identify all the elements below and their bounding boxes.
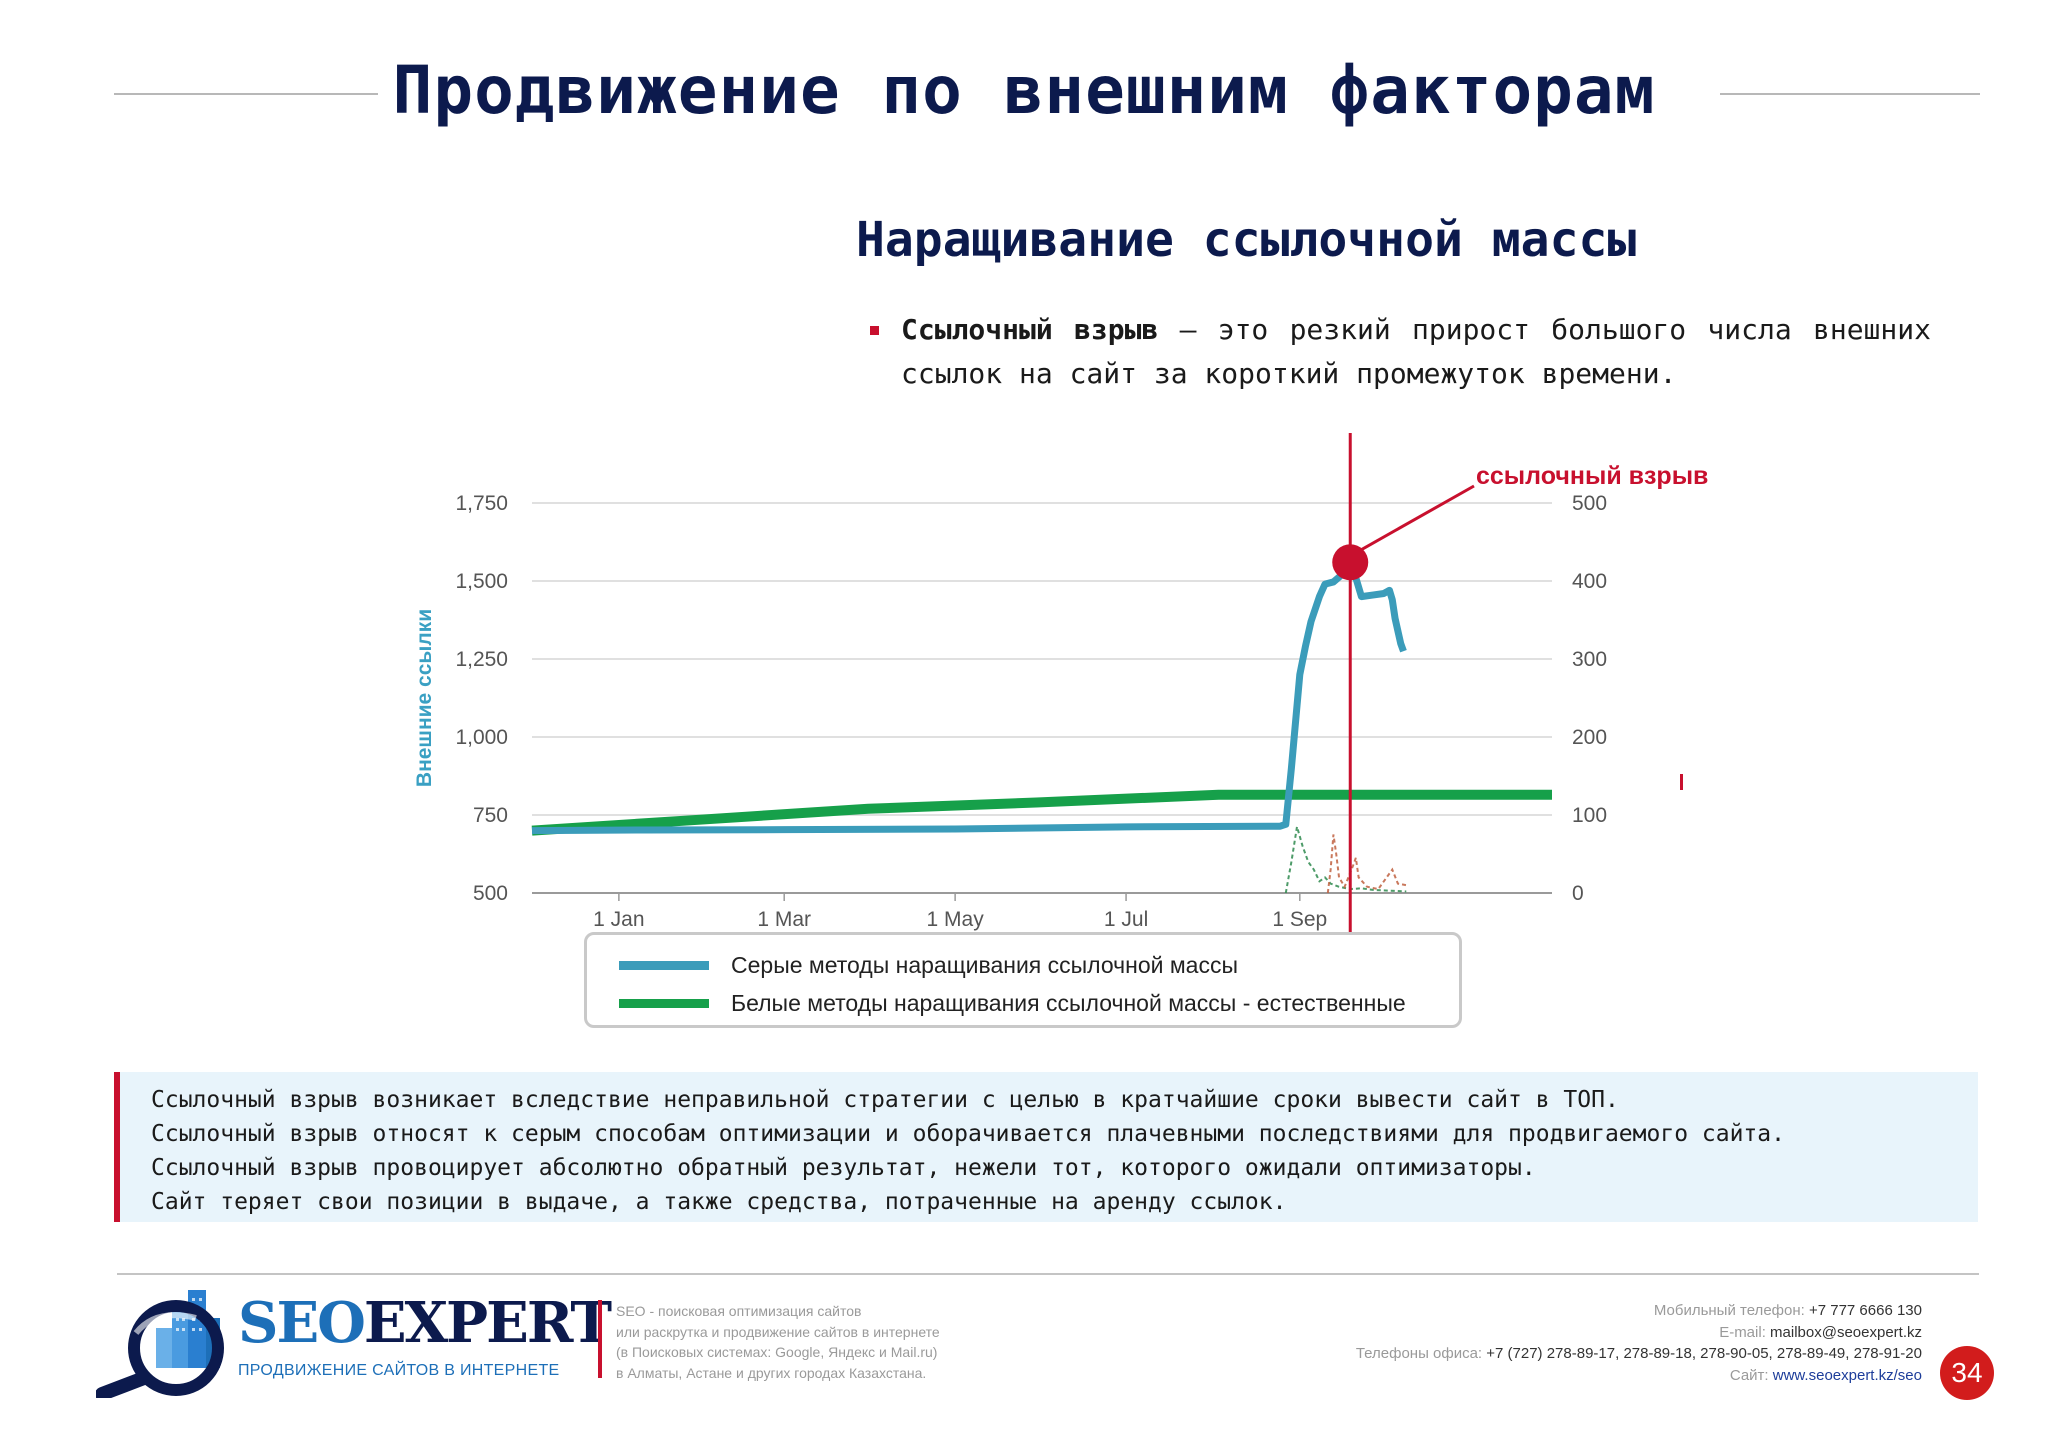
minor-series-line — [1284, 826, 1407, 894]
definition-text: — это резкий прирост большого числа внеш… — [901, 313, 1931, 390]
legend-swatch-gray — [619, 960, 709, 970]
y2-tick-label: 100 — [1572, 804, 1607, 827]
stray-red-mark — [1680, 774, 1683, 790]
y-tick-label: 500 — [473, 882, 508, 905]
info-line: Ссылочный взрыв провоцирует абсолютно об… — [151, 1155, 1536, 1181]
contact-office: Телефоны офиса: +7 (727) 278-89-17, 278-… — [1355, 1345, 1922, 1362]
footer-contacts: Мобильный телефон: +7 777 6666 130 E-mai… — [1356, 1300, 1922, 1386]
email-link[interactable]: mailbox@seoexpert.kz — [1770, 1323, 1922, 1341]
chart-legend: Серые методы наращивания ссылочной массы… — [584, 932, 1462, 1028]
office-phones[interactable]: +7 (727) 278-89-17, 278-89-18, 278-90-05… — [1486, 1345, 1922, 1362]
y2-tick-label: 200 — [1572, 726, 1607, 749]
footer-accent-bar — [598, 1300, 602, 1378]
y-axis-label: Внешние ссылки — [413, 609, 436, 787]
burst-pointer-line — [1359, 484, 1475, 552]
minor-series-line — [1326, 834, 1407, 894]
x-tick-label: 1 Jan — [593, 908, 644, 931]
y-tick-label: 750 — [473, 804, 508, 827]
logo-wordmark: SEOEXPERT — [238, 1290, 612, 1356]
series-line-white-methods — [531, 789, 1552, 836]
y-tick-label: 1,750 — [455, 492, 508, 515]
series-line-gray-methods — [531, 561, 1407, 835]
y-tick-label: 1,000 — [455, 726, 508, 749]
page-title: Продвижение по внешним факторам — [392, 52, 1656, 129]
y-tick-label: 1,500 — [455, 570, 508, 593]
y2-tick-label: 300 — [1572, 648, 1607, 671]
page-number-badge: 34 — [1940, 1346, 1994, 1400]
mobile-phone[interactable]: +7 777 6666 130 — [1808, 1302, 1922, 1319]
footer-description: SEO - поисковая оптимизация сайтов или р… — [616, 1301, 940, 1383]
x-tick-label: 1 May — [927, 908, 985, 931]
footer-desc-line: в Алматы, Астане и других городах Казахс… — [616, 1364, 927, 1381]
footer-desc-line: SEO - поисковая оптимизация сайтов — [616, 1303, 862, 1319]
seoexpert-logo-icon — [96, 1290, 224, 1398]
contact-email: E-mail: mailbox@seoexpert.kz — [1719, 1323, 1922, 1341]
legend-label-white: Белые методы наращивания ссылочной массы… — [731, 989, 1406, 1016]
footer-desc-line: или раскрутка и продвижение сайтов в инт… — [616, 1323, 940, 1340]
link-growth-chart: 1,750 1,500 1,250 1,000 750 500 500 400 300 200 1… — [413, 433, 1708, 933]
contact-site: Сайт: www.seoexpert.kz/seo — [1729, 1366, 1922, 1384]
y2-tick-label: 0 — [1572, 882, 1584, 905]
x-tick-label: 1 Sep — [1272, 908, 1327, 931]
title-rule-left — [114, 93, 378, 95]
contact-mobile: Мобильный телефон: +7 777 6666 130 — [1653, 1302, 1922, 1319]
definition-term: Ссылочный взрыв — [901, 313, 1159, 346]
info-line: Ссылочный взрыв возникает вследствие неп… — [151, 1087, 1619, 1113]
legend-swatch-white — [619, 998, 709, 1008]
info-line: Сайт теряет свои позиции в выдаче, а так… — [151, 1189, 1287, 1215]
burst-label: ссылочный взрыв — [1476, 462, 1708, 490]
x-tick-label: 1 Mar — [757, 908, 811, 931]
logo-expert: EXPERT — [363, 1290, 612, 1356]
title-rule-right — [1720, 93, 1980, 95]
info-line: Ссылочный взрыв относят к серым способам… — [151, 1121, 1785, 1147]
definition-paragraph: Ссылочный взрыв — это резкий прирост бол… — [901, 308, 1931, 396]
x-tick-label: 1 Jul — [1104, 908, 1148, 931]
footer-divider — [117, 1273, 1979, 1275]
logo-seo: SEO — [238, 1290, 366, 1356]
legend-label-gray: Серые методы наращивания ссылочной массы — [731, 951, 1238, 978]
footer-desc-line: (в Поисковых системах: Google, Яндекс и … — [616, 1344, 938, 1360]
y-tick-label: 1,250 — [455, 648, 508, 671]
info-box: Ссылочный взрыв возникает вследствие неп… — [114, 1072, 1978, 1222]
legend-item-gray: Серые методы наращивания ссылочной массы — [619, 950, 1238, 980]
bullet-marker — [870, 326, 879, 335]
y2-tick-label: 400 — [1572, 570, 1607, 593]
section-subtitle: Наращивание ссылочной массы — [856, 212, 1637, 268]
site-link[interactable]: www.seoexpert.kz/seo — [1772, 1366, 1922, 1384]
logo-tagline: ПРОДВИЖЕНИЕ САЙТОВ В ИНТЕРНЕТЕ — [238, 1362, 560, 1379]
burst-marker — [1332, 544, 1369, 581]
y2-tick-label: 500 — [1572, 492, 1607, 515]
legend-item-white: Белые методы наращивания ссылочной массы… — [619, 988, 1406, 1018]
